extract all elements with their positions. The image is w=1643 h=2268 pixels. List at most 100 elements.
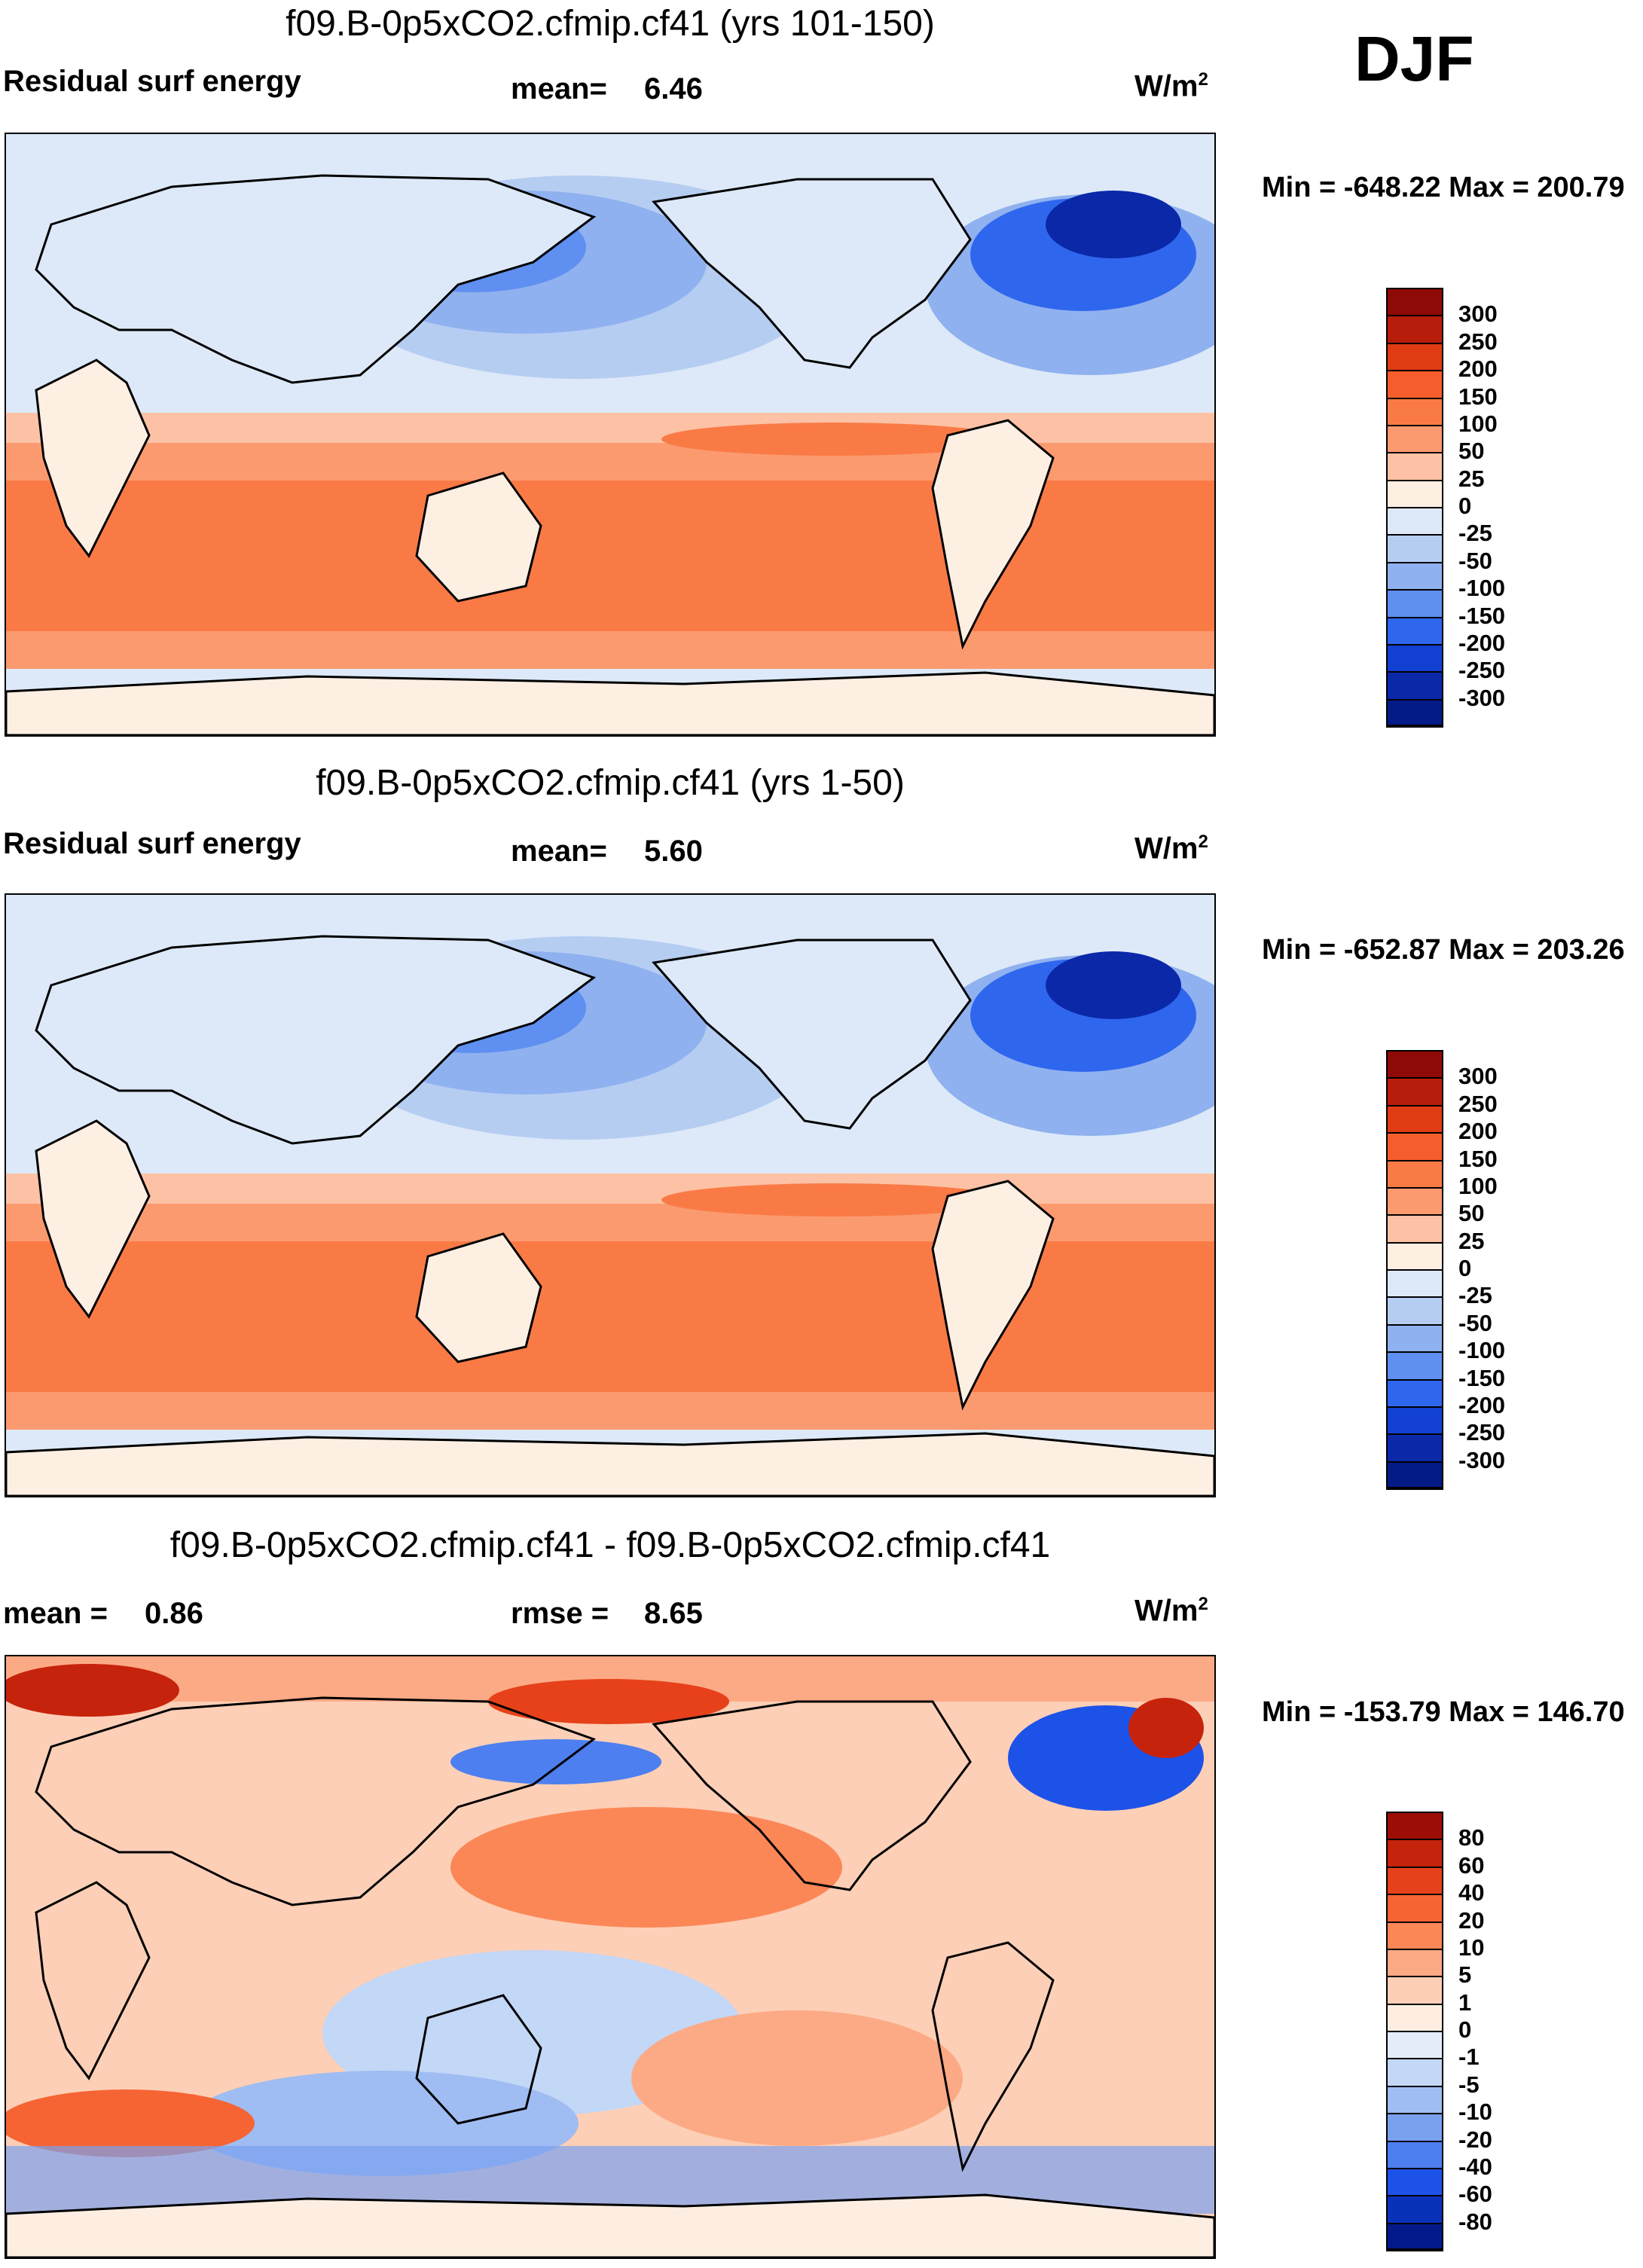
- panel3-africa: [35, 1881, 151, 2080]
- panel3-colorbar-tick: 1: [1458, 1989, 1472, 2016]
- panel3-coastlines: [35, 1696, 1055, 2172]
- panel1-colorbar-tick: -300: [1458, 684, 1506, 711]
- panel3-colorbar-tick: 80: [1458, 1824, 1485, 1851]
- panel1-colorbar-tick: -250: [1458, 657, 1506, 684]
- panel1-colorbar-tick: 150: [1458, 383, 1498, 410]
- panel2-colorbar-frame: [1386, 1050, 1443, 1488]
- panel1-units-base: W/m: [1135, 69, 1199, 103]
- panel2-colorbar-tick: 50: [1458, 1200, 1485, 1227]
- panel1-variable-label: Residual surf energy: [3, 65, 301, 98]
- panel2-mean-label: mean=: [511, 835, 607, 868]
- panel1-colorbar-frame: [1386, 288, 1443, 726]
- panel3-australia: [415, 1994, 542, 2125]
- panel2-map-svg: [6, 895, 1214, 1496]
- panel2-min-max: Min = -652.87 Max = 203.26: [1262, 934, 1625, 966]
- panel1-map-svg: [6, 134, 1214, 735]
- panel1-units: W/m2: [1135, 69, 1208, 103]
- panel2-units-base: W/m: [1135, 832, 1199, 865]
- panel3-map-svg: [6, 1656, 1214, 2257]
- panel3-colorbar-tick: 5: [1458, 1961, 1472, 1989]
- panel2-north-america: [652, 939, 972, 1130]
- panel1-colorbar-tick: -25: [1458, 520, 1492, 547]
- panel1-mean-label: mean=: [511, 72, 607, 105]
- panel1-min-max: Min = -648.22 Max = 200.79: [1262, 172, 1625, 203]
- panel2-mean-value: 5.60: [644, 835, 703, 868]
- panel2-colorbar: [1386, 1050, 1443, 1490]
- panel2-title: f09.B-0p5xCO2.cfmip.cf41 (yrs 1-50): [316, 763, 905, 803]
- panel1-south-america: [931, 419, 1055, 650]
- panel1-colorbar-tick: -150: [1458, 602, 1506, 629]
- panel2-tropical-core: [661, 1183, 1008, 1216]
- panel2-natl-core: [1046, 951, 1181, 1019]
- panel1-colorbar-tick: -50: [1458, 547, 1492, 574]
- panel1-colorbar-tick: 0: [1458, 493, 1472, 519]
- panel1-colorbar: [1386, 288, 1443, 728]
- panel1-tropical-core: [661, 423, 1008, 456]
- panel3-colorbar-tick: -40: [1458, 2153, 1492, 2180]
- panel3-units-base: W/m: [1135, 1594, 1199, 1628]
- panel2-colorbar-tick: -50: [1458, 1309, 1492, 1336]
- panel1-colorbar-tick: 200: [1458, 356, 1498, 383]
- panel2-colorbar-tick: -200: [1458, 1391, 1506, 1418]
- panel3-colorbar-tick: 40: [1458, 1879, 1485, 1906]
- panel3-arctic-hotspot: [6, 1664, 179, 1717]
- panel3-colorbar-tick: -60: [1458, 2181, 1492, 2208]
- panel3-colorbar-swatch: [1386, 2195, 1443, 2224]
- panel3-colorbar-swatch: [1386, 2140, 1443, 2169]
- panel2-australia: [415, 1232, 542, 1363]
- panel1-australia: [415, 472, 542, 603]
- panel3-kuroshio-cold: [450, 1739, 661, 1784]
- panel2-colorbar-tick: -100: [1458, 1337, 1506, 1364]
- panel1-land: [35, 174, 972, 384]
- panel3-colorbar-frame: [1386, 1812, 1443, 2250]
- panel2-colorbar-tick: 200: [1458, 1118, 1498, 1145]
- panel1-colorbar-tick: 100: [1458, 410, 1498, 437]
- panel3-title: f09.B-0p5xCO2.cfmip.cf41 - f09.B-0p5xCO2…: [169, 1525, 1051, 1565]
- panel2-colorbar-tick: 100: [1458, 1172, 1498, 1199]
- panel1-mean-value: 6.46: [644, 72, 703, 105]
- panel1-colorbar-swatch: [1386, 397, 1443, 426]
- panel3-eurasia: [35, 1696, 597, 1906]
- panel3-mean-label: mean =: [3, 1597, 108, 1630]
- panel3-bering-hotspot: [488, 1679, 729, 1724]
- panel3-mean-value: 0.86: [145, 1597, 203, 1630]
- panel3-south-atl-warm: [6, 2089, 255, 2157]
- panel3-colorbar: [1386, 1812, 1443, 2251]
- panel1-colorbar-tick: -200: [1458, 629, 1506, 656]
- panel2-colorbar-tick: -250: [1458, 1419, 1506, 1446]
- panel3-colorbar-tick: -1: [1458, 2044, 1480, 2071]
- panel3-south-pac-warm: [631, 2010, 963, 2146]
- panel1-colorbar-tick: 50: [1458, 438, 1485, 465]
- panel2-map: [5, 893, 1216, 1497]
- panel3-colorbar-tick: 10: [1458, 1934, 1485, 1961]
- panel1-south-land: [6, 359, 1214, 735]
- panel1-eurasia: [35, 174, 597, 384]
- panel2-colorbar-tick: -150: [1458, 1364, 1506, 1391]
- panel1-africa: [35, 359, 151, 558]
- panel2-antarctica: [6, 1432, 1214, 1496]
- panel2-land: [35, 935, 972, 1145]
- panel3-south-america: [931, 1941, 1055, 2172]
- panel2-africa: [35, 1119, 151, 1319]
- panel3-colorbar-tick: -20: [1458, 2126, 1492, 2153]
- panel3-rmse-value: 8.65: [644, 1597, 703, 1630]
- panel2-colorbar-tick: 300: [1458, 1063, 1498, 1090]
- panel3-colorbar-swatch: [1386, 2167, 1443, 2197]
- panel2-south-america: [931, 1180, 1055, 1411]
- panel2-units: W/m2: [1135, 832, 1208, 865]
- panel3-colorbar-tick: 20: [1458, 1906, 1485, 1934]
- panel2-south-land: [6, 1119, 1214, 1496]
- panel1-colorbar-tick: 300: [1458, 301, 1498, 328]
- panel1-colorbar-tick: 25: [1458, 465, 1485, 492]
- panel3-antarctica: [6, 2193, 1214, 2257]
- panel3-map: [5, 1655, 1216, 2259]
- panel3-rmse-label: rmse =: [511, 1597, 609, 1630]
- panel2-colorbar-tick: 0: [1458, 1255, 1472, 1281]
- panel2-colorbar-tick: -300: [1458, 1446, 1506, 1473]
- panel1-colorbar-swatch: [1386, 671, 1443, 701]
- panel1-title: f09.B-0p5xCO2.cfmip.cf41 (yrs 101-150): [286, 4, 935, 44]
- panel1-antarctica: [6, 671, 1214, 735]
- panel1-north-america: [652, 178, 972, 369]
- panel3-colorbar-swatch: [1386, 2113, 1443, 2142]
- panel2-variable-label: Residual surf energy: [3, 827, 301, 860]
